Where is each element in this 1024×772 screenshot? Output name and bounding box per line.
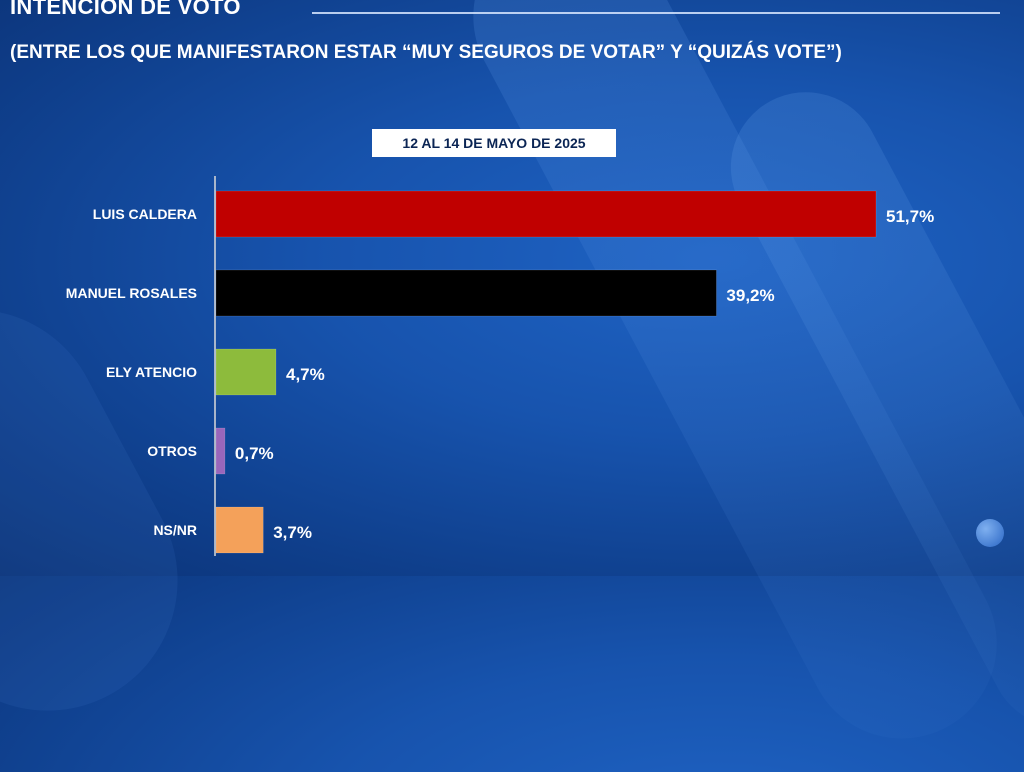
category-label: LUIS CALDERA	[93, 206, 197, 222]
value-label: 39,2%	[726, 286, 774, 305]
category-label: NS/NR	[153, 522, 197, 538]
page-subtitle: (ENTRE LOS QUE MANIFESTARON ESTAR “MUY S…	[10, 42, 842, 63]
bar-ely-atencio	[215, 348, 277, 396]
bar-luis-caldera	[215, 190, 877, 238]
value-label: 0,7%	[235, 444, 274, 463]
bar-manuel-rosales	[215, 269, 717, 317]
value-label: 3,7%	[273, 523, 312, 542]
bar-ns-nr	[215, 506, 264, 554]
bar-chart: LUIS CALDERA 51,7% MANUEL ROSALES 39,2% ELY …	[66, 176, 934, 556]
bar-otros	[215, 427, 226, 475]
title-divider	[312, 12, 1000, 14]
page-title: INTENCIÓN DE VOTO	[10, 0, 241, 19]
category-label: ELY ATENCIO	[106, 364, 197, 380]
value-label: 51,7%	[886, 207, 934, 226]
category-label: OTROS	[147, 443, 197, 459]
value-label: 4,7%	[286, 365, 325, 384]
period-label: 12 AL 14 DE MAYO DE 2025	[372, 129, 616, 157]
category-label: MANUEL ROSALES	[66, 285, 197, 301]
